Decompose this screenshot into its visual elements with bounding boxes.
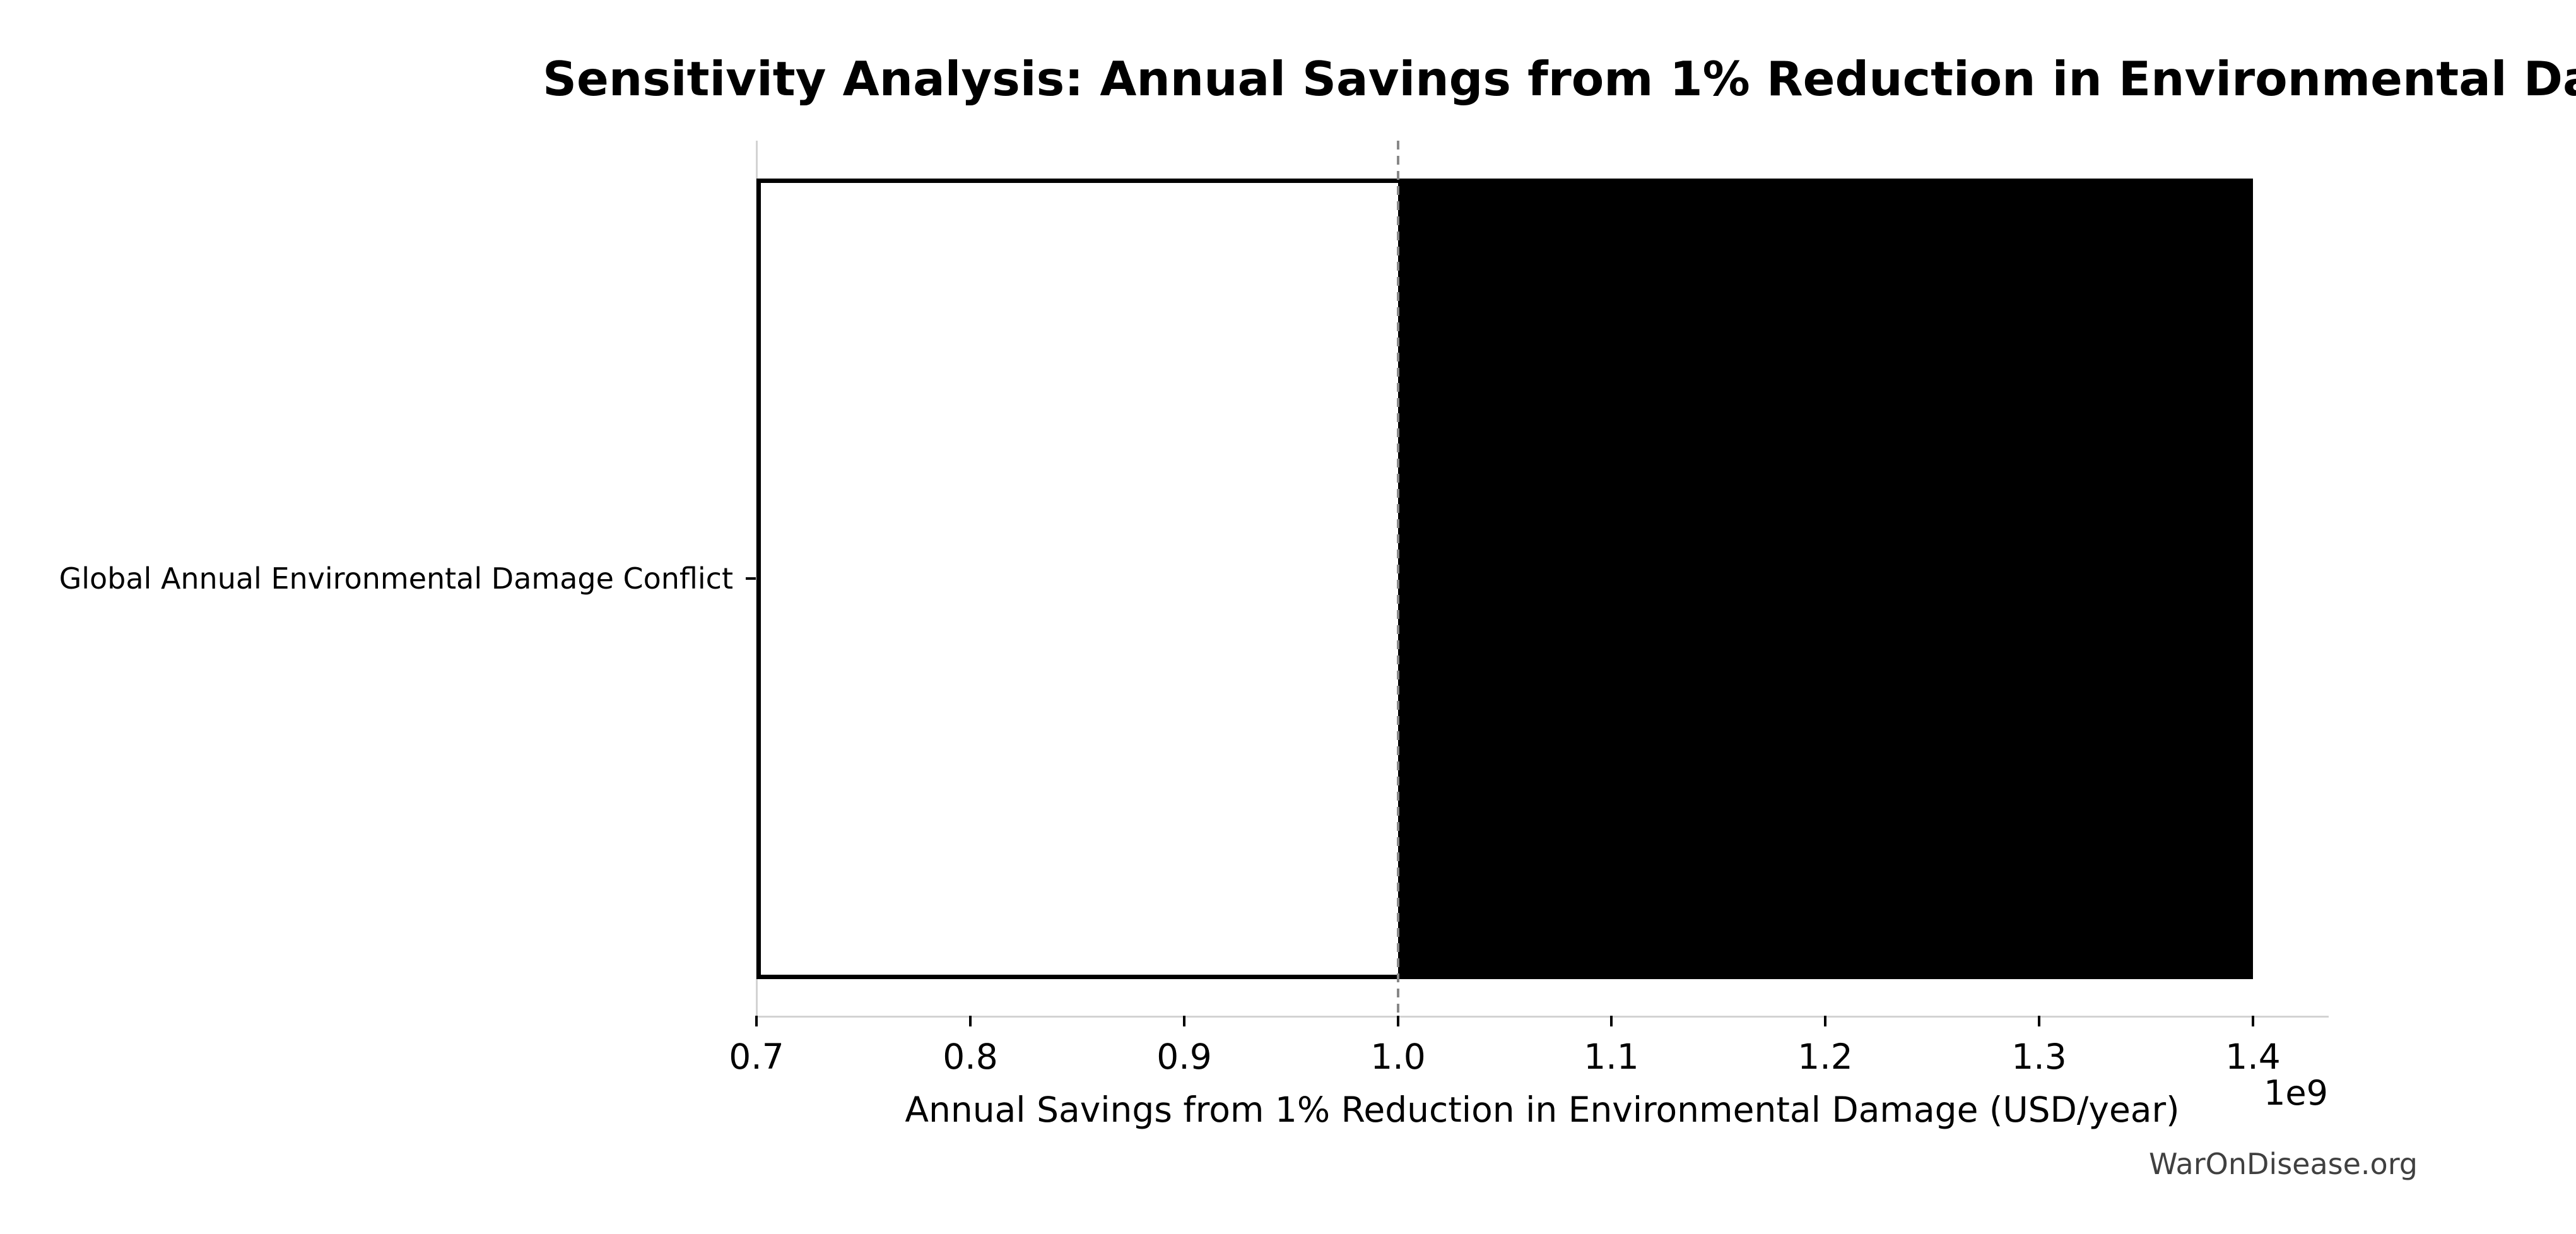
y-axis-category-label: Global Annual Environmental Damage Confl…	[59, 561, 733, 596]
chart-title: Sensitivity Analysis: Annual Savings fro…	[543, 51, 2576, 107]
axis-spine-bottom	[756, 1016, 2329, 1018]
x-axis-tick	[1183, 1016, 1185, 1026]
x-tick-label: 1.4	[2225, 1037, 2281, 1077]
baseline-dashed-line	[1397, 141, 1399, 1016]
x-axis-label: Annual Savings from 1% Reduction in Envi…	[905, 1090, 2180, 1130]
x-tick-label: 1.2	[1797, 1037, 1853, 1077]
x-tick-label: 0.9	[1156, 1037, 1212, 1077]
x-tick-label: 0.7	[729, 1037, 784, 1077]
x-tick-label: 1.3	[2011, 1037, 2067, 1077]
watermark-text: WarOnDisease.org	[2149, 1147, 2418, 1181]
x-tick-label: 0.8	[943, 1037, 998, 1077]
sensitivity-bar-high-segment	[1398, 183, 2249, 975]
y-axis-tick	[746, 577, 756, 580]
sensitivity-bar-low-segment	[756, 179, 2253, 979]
x-tick-label: 1.0	[1370, 1037, 1426, 1077]
x-tick-label: 1.1	[1584, 1037, 1639, 1077]
x-axis-tick	[755, 1016, 758, 1026]
x-axis-tick	[969, 1016, 972, 1026]
x-axis-tick	[2038, 1016, 2040, 1026]
axis-scale-offset-label: 1e9	[2264, 1073, 2328, 1113]
x-axis-tick	[1610, 1016, 1613, 1026]
x-axis-tick	[1824, 1016, 1826, 1026]
x-axis-tick	[2252, 1016, 2254, 1026]
x-axis-tick	[1397, 1016, 1399, 1026]
